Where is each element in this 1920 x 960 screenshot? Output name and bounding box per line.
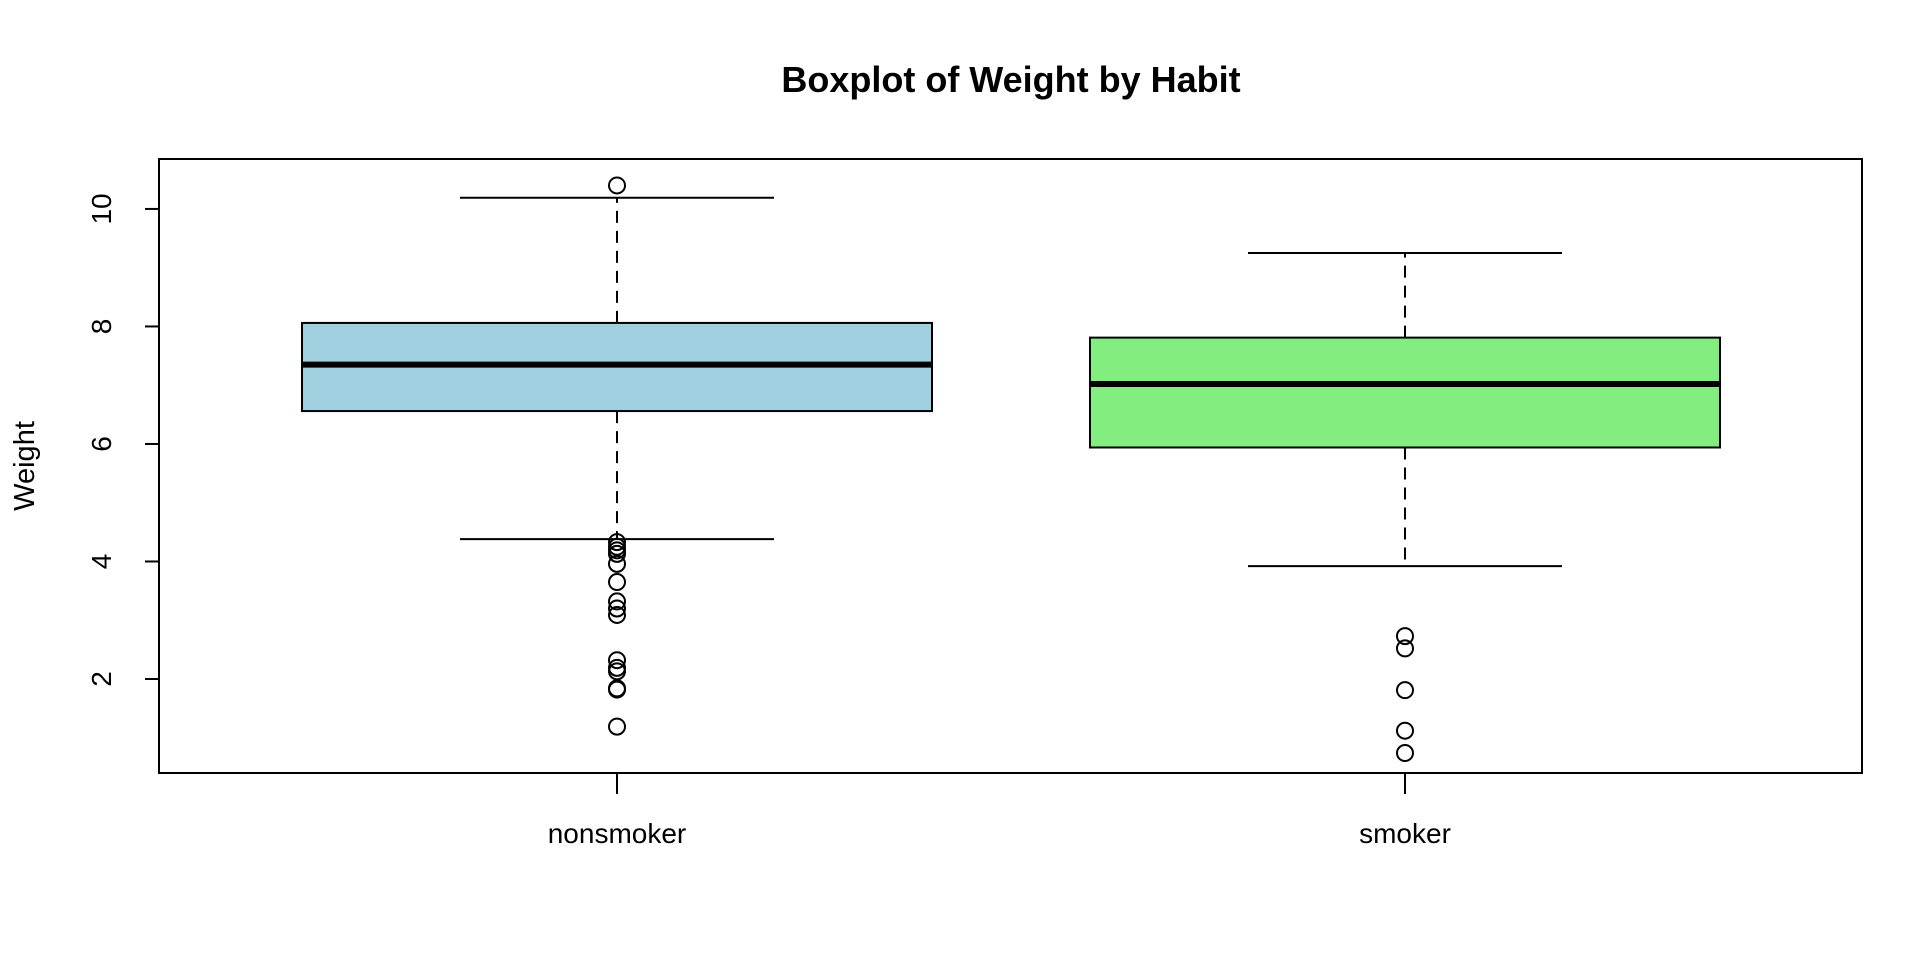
x-axis-ticks: nonsmoker smoker bbox=[548, 773, 1451, 849]
outlier-point bbox=[608, 592, 626, 611]
y-tick-label: 8 bbox=[86, 319, 117, 335]
outlier-point bbox=[608, 605, 626, 624]
box-smoker bbox=[1089, 252, 1721, 763]
outlier-point bbox=[1396, 681, 1414, 700]
box-nonsmoker bbox=[301, 176, 933, 736]
outlier-point bbox=[608, 573, 626, 592]
outlier-point bbox=[1396, 627, 1414, 646]
box-group bbox=[301, 176, 1721, 763]
y-tick-label: 2 bbox=[86, 671, 117, 687]
outlier-point bbox=[1396, 721, 1414, 740]
outlier-point bbox=[608, 544, 626, 563]
y-axis-ticks: 2 4 6 8 10 bbox=[86, 193, 159, 687]
outlier-point bbox=[1396, 639, 1414, 658]
chart-title: Boxplot of Weight by Habit bbox=[781, 59, 1240, 100]
iqr-box bbox=[1089, 336, 1721, 449]
y-tick-label: 6 bbox=[86, 436, 117, 452]
y-axis-label: Weight bbox=[9, 421, 41, 511]
outlier-point bbox=[608, 599, 626, 618]
outlier-point bbox=[608, 176, 626, 195]
plot-area-frame bbox=[158, 158, 1863, 774]
y-tick-label: 10 bbox=[86, 193, 117, 224]
outlier-point bbox=[608, 717, 626, 736]
y-tick-label: 4 bbox=[86, 554, 117, 570]
outlier-point bbox=[608, 680, 626, 699]
outlier-point bbox=[1396, 744, 1414, 763]
x-tick-label: smoker bbox=[1359, 818, 1451, 849]
outlier-point bbox=[608, 651, 626, 670]
outlier-point bbox=[608, 662, 626, 681]
outlier-point bbox=[608, 533, 626, 552]
outlier-point bbox=[608, 554, 626, 573]
x-tick-label: nonsmoker bbox=[548, 818, 687, 849]
